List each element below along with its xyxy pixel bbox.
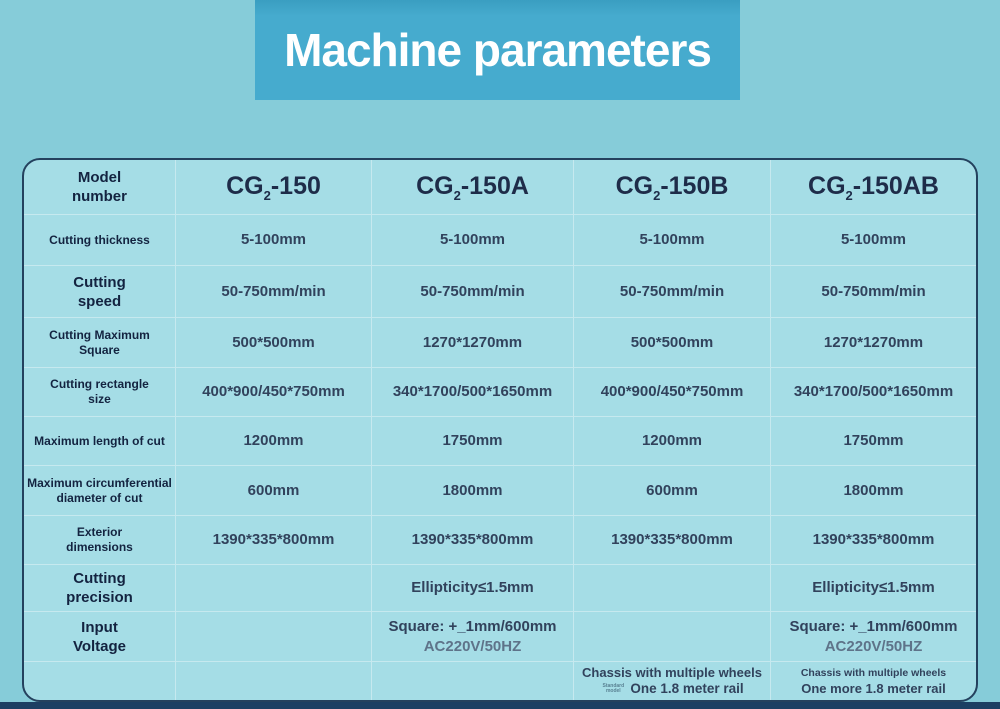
cell-rectangle-size-150a: 340*1700/500*1650mm [372,368,574,417]
cell-cutting-speed-150a: 50-750mm/min [372,266,574,318]
cell-max-length-150: 1200mm [176,417,372,466]
cell-voltage-150 [176,612,372,662]
row-label-maximum-length-of-cut: Maximum length of cut [24,417,176,466]
cell-exterior-150ab: 1390*335*800mm [771,516,976,565]
row-label-cutting-thickness: Cutting thickness [24,215,176,266]
cell-max-square-150ab: 1270*1270mm [771,318,976,368]
row-label-cutting-rectangle-size: Cutting rectangle size [24,368,176,417]
cell-cutting-thickness-150ab: 5-100mm [771,215,976,266]
cell-rectangle-size-150b: 400*900/450*750mm [574,368,771,417]
cell-exterior-150b: 1390*335*800mm [574,516,771,565]
cell-precision-150b [574,565,771,612]
row-label-cutting-precision: Cutting precision [24,565,176,612]
cell-cutting-speed-150ab: 50-750mm/min [771,266,976,318]
header-model-cg2-150b: CG2-150B [574,160,771,215]
cell-cutting-thickness-150: 5-100mm [176,215,372,266]
cell-precision-150ab: Ellipticity≤1.5mm [771,565,976,612]
cell-max-length-150ab: 1750mm [771,417,976,466]
row-label-cutting-maximum-square: Cutting Maximum Square [24,318,176,368]
cell-chassis-150ab: Chassis with multiple wheels One more 1.… [800,667,947,696]
row-label-cutting-speed: Cutting speed [24,266,176,318]
cell-chassis-150 [176,662,372,700]
cell-max-square-150b: 500*500mm [574,318,771,368]
header-label-line1: Model [77,169,122,186]
cell-max-diameter-150: 600mm [176,466,372,516]
cell-cutting-speed-150b: 50-750mm/min [574,266,771,318]
bottom-accent-bar [0,702,1000,709]
parameters-table: Model number CG2-150 CG2-150A CG2-150B C… [22,158,978,702]
cell-cutting-speed-150: 50-750mm/min [176,266,372,318]
row-label-maximum-circumferential-diameter: Maximum circumferential diameter of cut [24,466,176,516]
header-label-line2: number [71,188,127,205]
cell-max-length-150a: 1750mm [372,417,574,466]
cell-max-square-150: 500*500mm [176,318,372,368]
cell-chassis-150b: Chassis with multiple wheels Standard mo… [574,662,771,700]
cell-cutting-thickness-150a: 5-100mm [372,215,574,266]
cell-max-diameter-150a: 1800mm [372,466,574,516]
page-title: Machine parameters [284,24,712,76]
chassis-fine-print: Standard model [602,683,625,694]
cell-precision-150a: Ellipticity≤1.5mm [372,565,574,612]
header-label-model-number: Model number [24,160,176,215]
cell-max-square-150a: 1270*1270mm [372,318,574,368]
row-label-empty [24,662,176,700]
cell-exterior-150a: 1390*335*800mm [372,516,574,565]
row-label-input-voltage: Input Voltage [24,612,176,662]
row-label-exterior-dimensions: Exterior dimensions [24,516,176,565]
cell-precision-150 [176,565,372,612]
cell-max-diameter-150b: 600mm [574,466,771,516]
cell-max-length-150b: 1200mm [574,417,771,466]
header-model-cg2-150a: CG2-150A [372,160,574,215]
header-model-cg2-150ab: CG2-150AB [771,160,976,215]
cell-exterior-150: 1390*335*800mm [176,516,372,565]
cell-voltage-150b [574,612,771,662]
cell-chassis-150a [372,662,574,700]
cell-max-diameter-150ab: 1800mm [771,466,976,516]
title-banner: Machine parameters [255,0,740,100]
cell-voltage-150a: Square: +_1mm/600mm AC220V/50HZ [372,612,574,662]
cell-rectangle-size-150ab: 340*1700/500*1650mm [771,368,976,417]
cell-cutting-thickness-150b: 5-100mm [574,215,771,266]
cell-rectangle-size-150: 400*900/450*750mm [176,368,372,417]
header-model-cg2-150: CG2-150 [176,160,372,215]
cell-voltage-150ab: Square: +_1mm/600mm AC220V/50HZ [771,612,976,662]
